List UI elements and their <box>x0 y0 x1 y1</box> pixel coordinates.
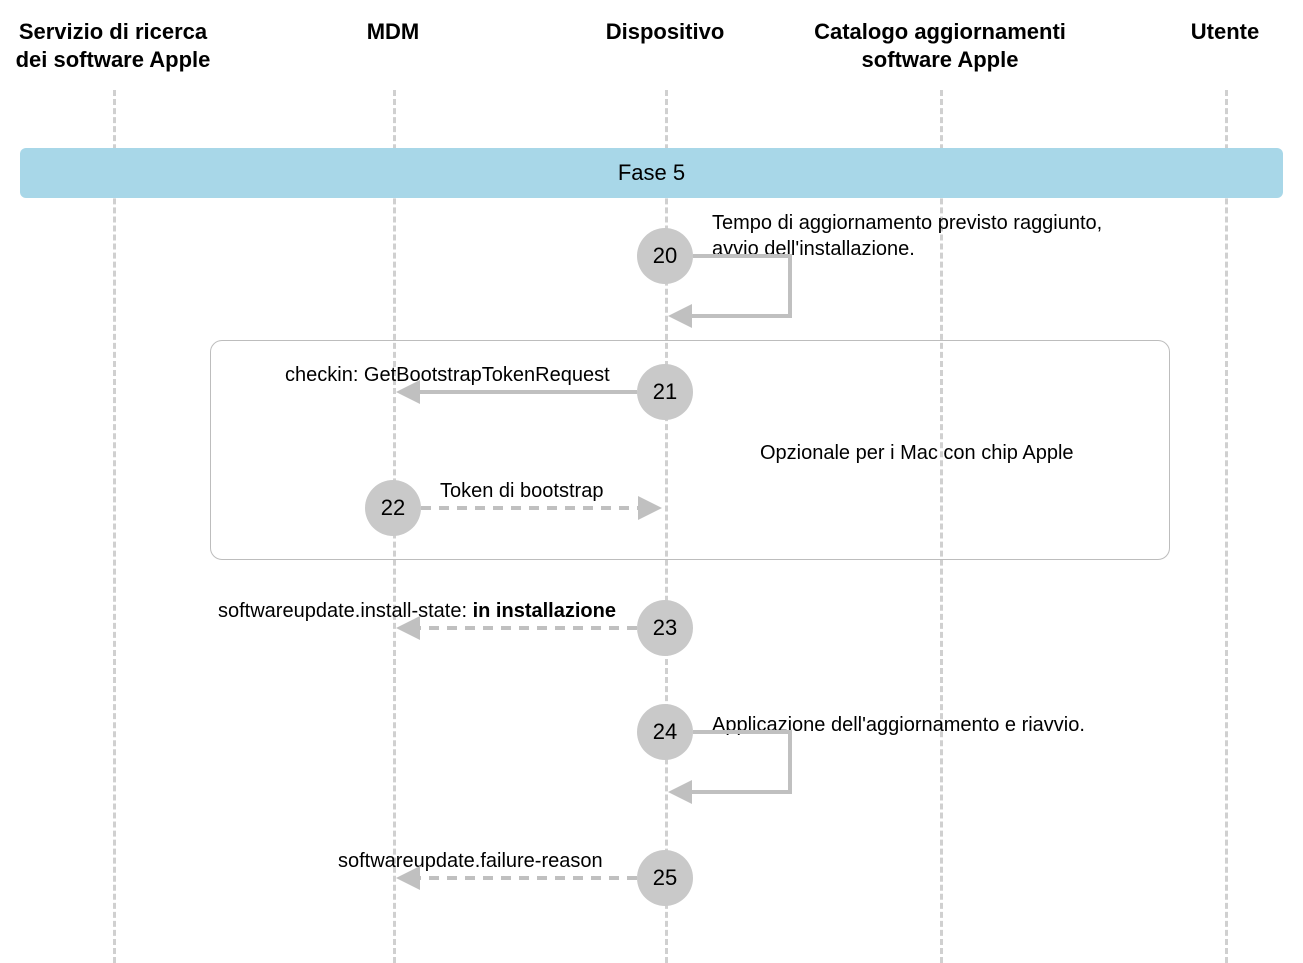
step-circle-20: 20 <box>637 228 693 284</box>
sequence-diagram: Servizio di ricercadei software AppleMDM… <box>0 0 1303 963</box>
step-circle-21: 21 <box>637 364 693 420</box>
step-circle-25: 25 <box>637 850 693 906</box>
step-circle-22: 22 <box>365 480 421 536</box>
step-label-23: softwareupdate.install-state: in install… <box>218 598 616 624</box>
lane-header-device: Dispositivo <box>525 18 805 46</box>
lane-line-user <box>1225 90 1228 963</box>
lane-line-lookup <box>113 90 116 963</box>
optional-box-label: Opzionale per i Mac con chip Apple <box>760 440 1074 466</box>
step-label-21: checkin: GetBootstrapTokenRequest <box>285 362 610 388</box>
step-label-24: Applicazione dell'aggiornamento e riavvi… <box>712 712 1085 738</box>
step-label-20: Tempo di aggiornamento previsto raggiunt… <box>712 210 1102 262</box>
step-label-25: softwareupdate.failure-reason <box>338 848 603 874</box>
phase-bar: Fase 5 <box>20 148 1283 198</box>
step-circle-24: 24 <box>637 704 693 760</box>
lane-header-user: Utente <box>1085 18 1303 46</box>
lane-header-lookup: Servizio di ricercadei software Apple <box>0 18 253 73</box>
lane-header-mdm: MDM <box>253 18 533 46</box>
step-label-22: Token di bootstrap <box>440 478 603 504</box>
step-circle-23: 23 <box>637 600 693 656</box>
lane-header-catalog: Catalogo aggiornamentisoftware Apple <box>800 18 1080 73</box>
